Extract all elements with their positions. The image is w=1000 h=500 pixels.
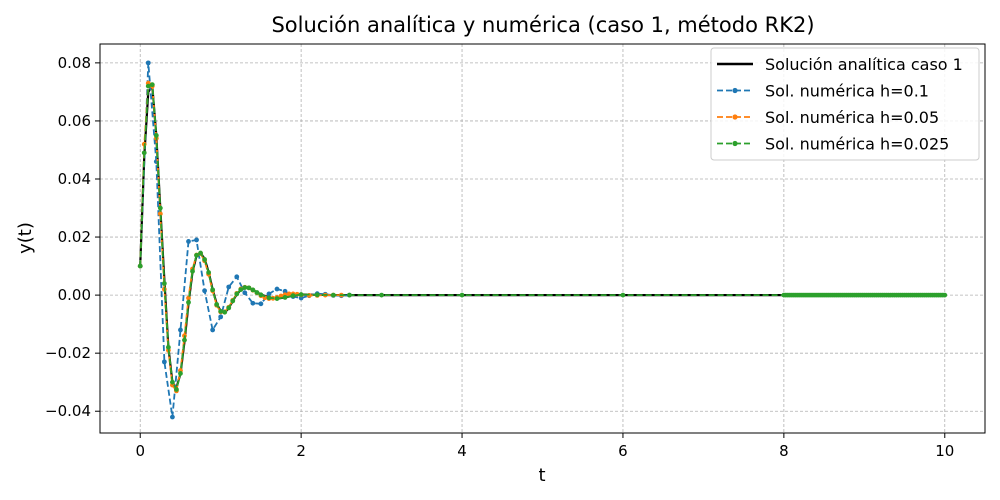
data-point [290,293,296,299]
data-point [165,344,171,350]
data-point [194,237,199,243]
data-point [174,387,179,392]
legend-item: Sol. numérica h=0.1 [717,82,929,101]
x-tick-label: 6 [618,442,628,460]
data-point [298,292,304,297]
data-point [314,292,320,298]
legend-label: Sol. numérica h=0.1 [765,82,929,101]
data-point [137,263,143,269]
legend-marker [732,87,738,94]
data-point [347,292,352,298]
legend-marker [732,140,738,147]
legend-frame [710,47,980,161]
data-point [274,296,280,301]
data-point [238,287,244,292]
data-point [266,291,272,297]
data-point [234,291,240,297]
data-point [226,305,232,311]
plot-series [137,60,948,420]
legend-label: Solución analítica caso 1 [765,55,963,74]
data-point [266,295,272,301]
legend-item: Sol. numérica h=0.025 [717,135,949,154]
data-point [178,327,183,333]
data-point [157,205,163,211]
data-point [186,239,191,244]
legend-marker [732,114,738,120]
data-point [286,291,292,297]
x-tick-label: 8 [779,442,789,460]
y-tick-label: 0.08 [58,54,91,72]
data-point [194,252,199,258]
data-point [210,327,216,333]
y-tick-label: 0.02 [58,228,91,246]
legend: Solución analítica caso 1 Sol. numérica h… [710,47,980,161]
data-point [282,288,288,294]
data-point [222,309,228,315]
data-point [242,285,248,290]
data-point [274,286,280,292]
y-tick-label: 0.04 [58,170,91,188]
data-point [620,292,626,298]
data-point [170,379,175,385]
data-point [161,359,167,365]
x-axis-label: t [538,465,545,486]
data-point [178,371,183,376]
series-3 [137,82,948,392]
data-point [250,287,256,293]
data-point [141,150,147,156]
data-point [210,287,216,293]
data-point [246,285,252,291]
data-point [170,414,175,420]
data-point [250,300,256,306]
y-tick-label: 0.06 [58,112,91,130]
data-point [182,337,187,343]
plot-frame [99,43,986,434]
legend-item: Solución analítica caso 1 [717,55,963,74]
data-point [206,270,212,275]
series-line [139,83,945,391]
data-point [161,281,167,286]
data-point [230,298,236,304]
data-point [218,314,224,320]
data-point [190,268,195,274]
data-point [218,308,224,314]
data-point [202,257,207,262]
y-tick-label: 0.00 [58,286,91,304]
y-axis-label: y(t) [15,222,36,254]
data-point [226,284,232,290]
data-point [153,133,159,138]
x-tick-label: 2 [296,442,306,460]
chart-title: Solución analítica y numérica (caso 1, m… [271,13,814,37]
data-point [330,292,336,298]
data-point [186,295,191,301]
data-point [254,290,260,295]
data-point [145,60,151,66]
x-tick-label: 0 [135,442,145,460]
y-tick-label: −0.02 [45,344,91,362]
data-point [202,288,207,294]
legend-item: Sol. numérica h=0.05 [717,108,939,127]
data-point [149,82,155,88]
legend-label: Sol. numérica h=0.05 [765,108,939,127]
y-tick-label: −0.04 [45,402,91,420]
data-point [282,295,288,300]
data-point [258,301,264,307]
data-point [258,292,264,298]
data-point [186,299,191,305]
legend-label: Sol. numérica h=0.025 [765,135,949,154]
data-point [459,292,465,298]
data-point [242,290,248,296]
data-point [379,292,384,298]
data-point [198,250,203,256]
data-point [145,83,151,89]
x-tick-label: 4 [457,442,467,460]
axis-ticks: 0 2 4 6 8 10 −0.04 −0.02 0.00 0.02 0.04 0.06 0.08 [45,54,954,460]
data-point [940,292,946,298]
data-point [214,301,220,307]
x-tick-label: 10 [935,442,954,460]
data-point [234,274,240,280]
